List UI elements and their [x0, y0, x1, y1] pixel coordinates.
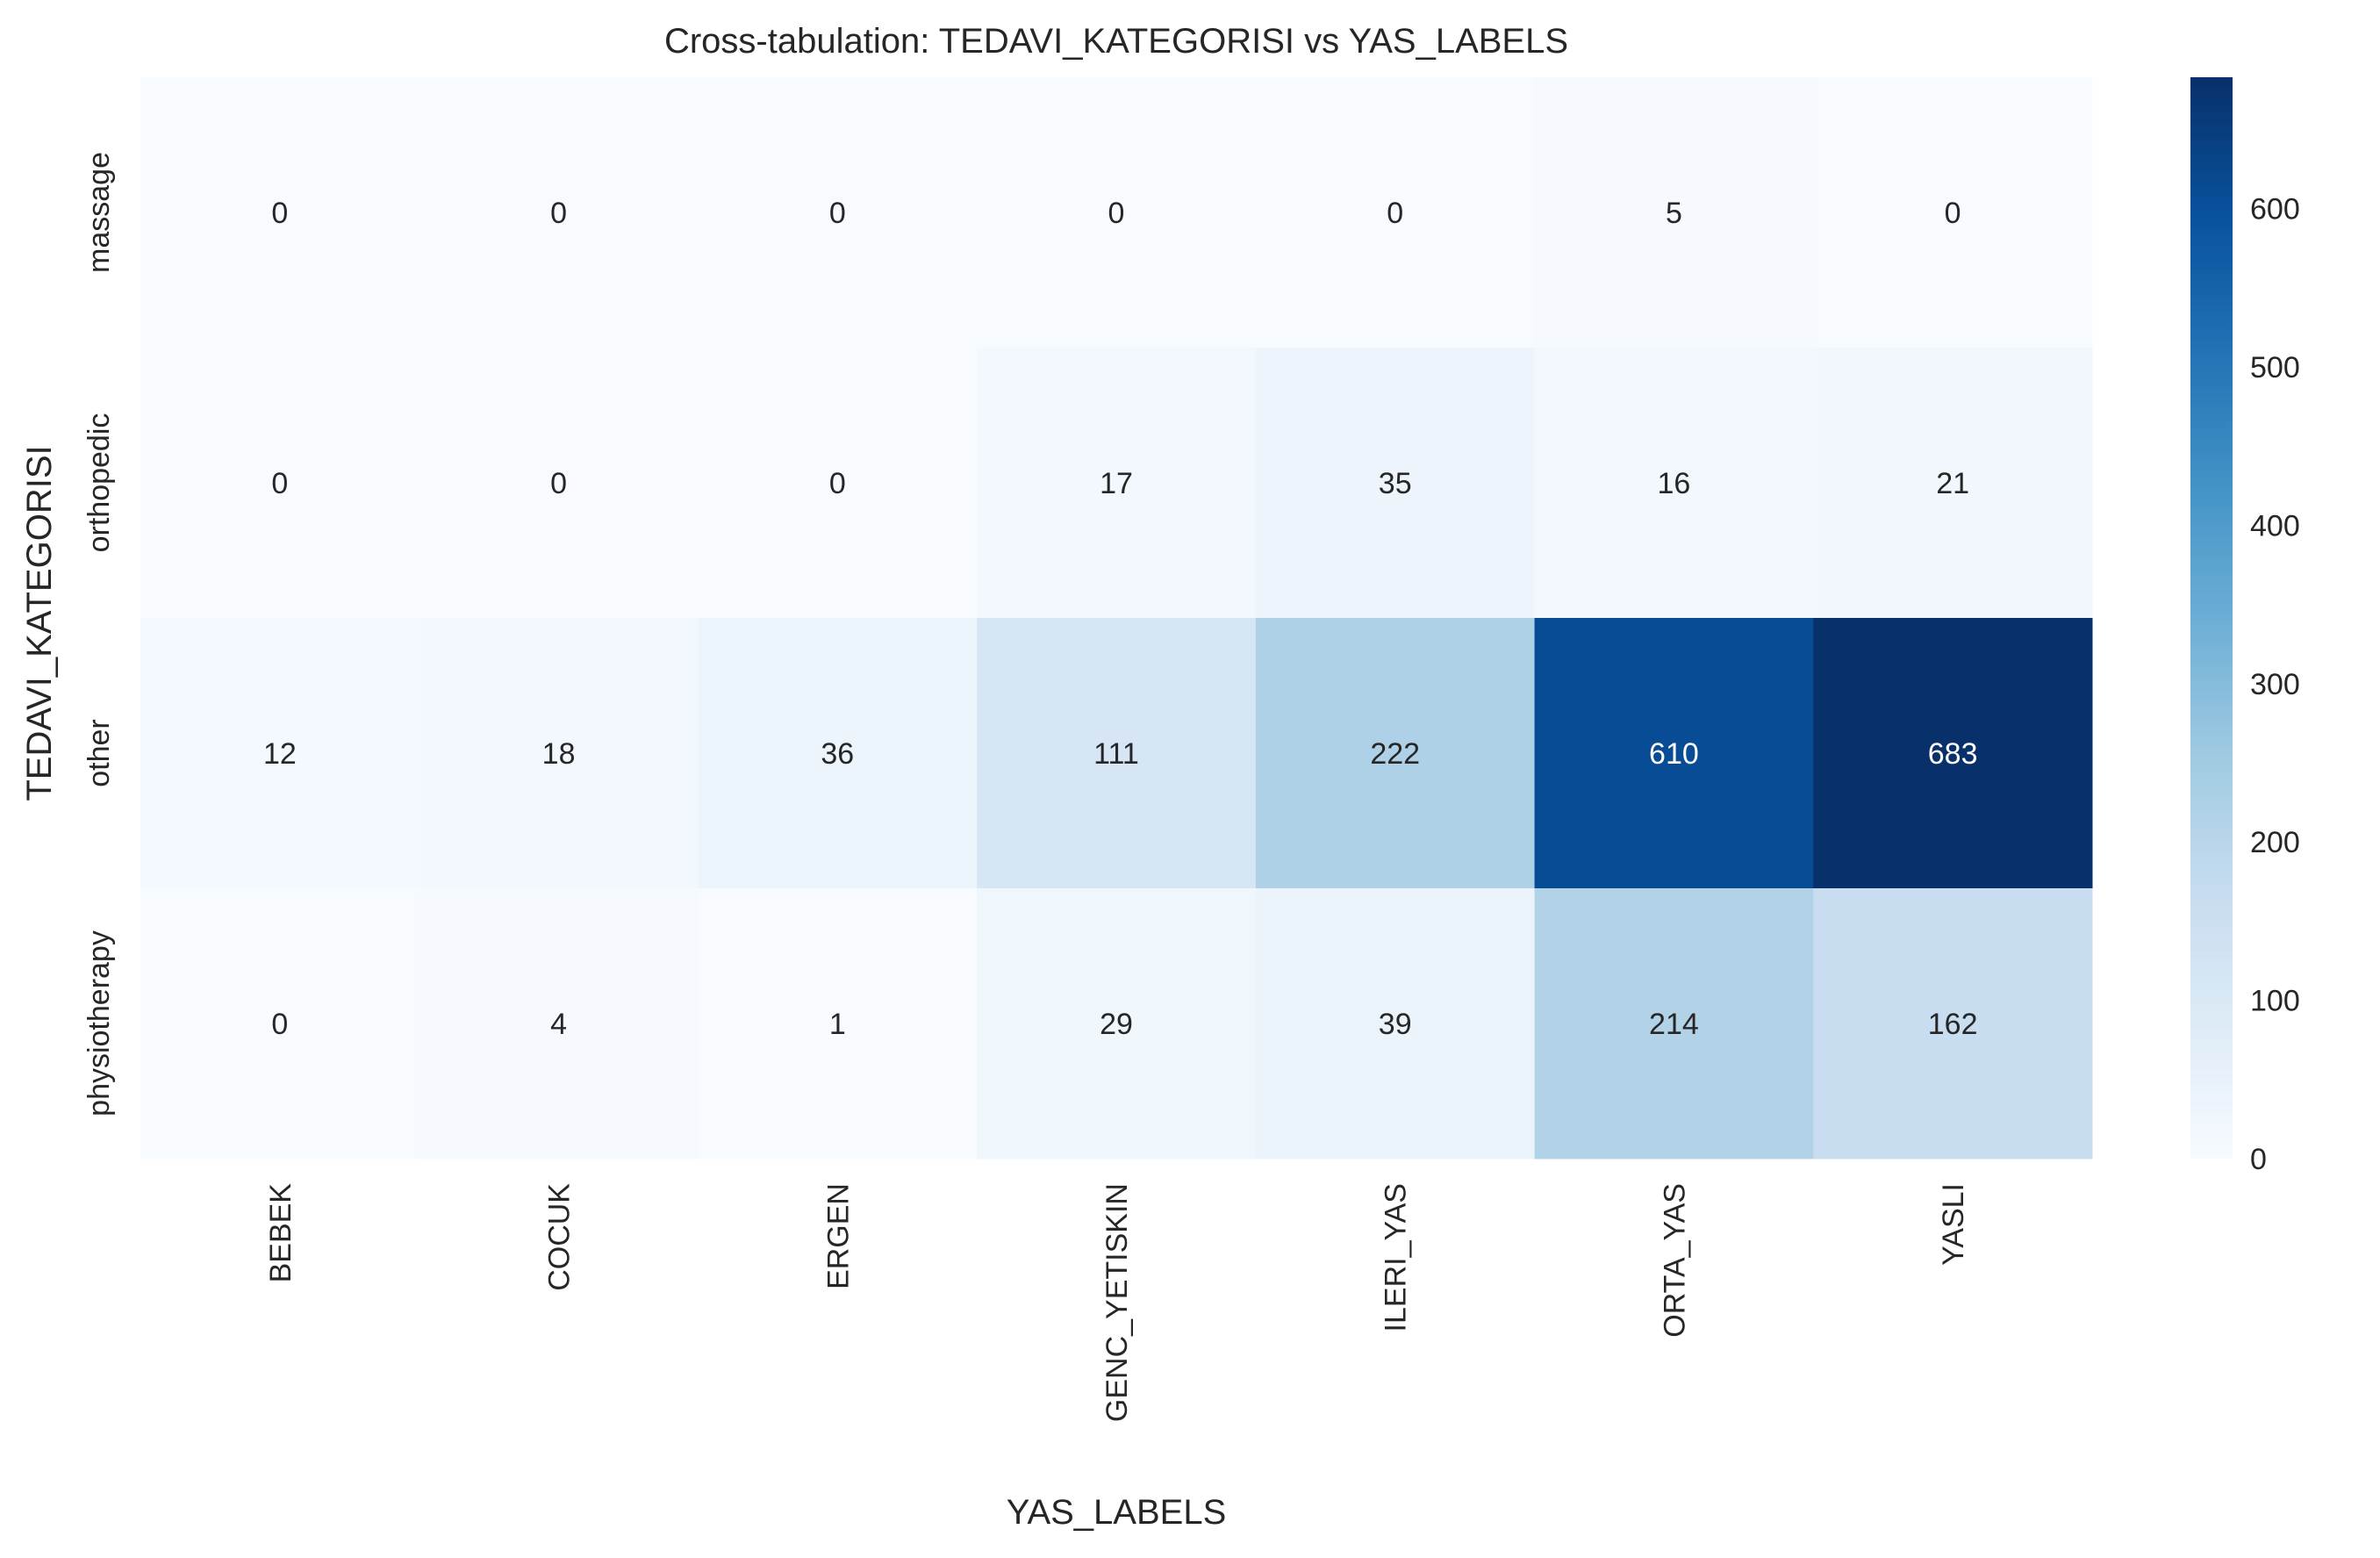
cell-value-label: 222 — [1370, 737, 1420, 771]
x-tick-label: ORTA_YAS — [1658, 1183, 1691, 1338]
x-tick-label: ILERI_YAS — [1380, 1183, 1413, 1332]
colorbar-tick-label: 400 — [2250, 509, 2300, 542]
heatmap-cell-massage-BEBEK — [140, 77, 420, 348]
heatmap-cell-other-GENC_YETISKIN — [977, 618, 1257, 889]
cell-value-label: 0 — [550, 467, 567, 500]
heatmap-cell-physiotherapy-ILERI_YAS — [1255, 888, 1536, 1160]
chart-title: Cross-tabulation: TEDAVI_KATEGORISI vs Y… — [664, 22, 1568, 61]
heatmap-cell-physiotherapy-ERGEN — [698, 888, 978, 1160]
heatmap-cell-physiotherapy-ORTA_YAS — [1534, 888, 1814, 1160]
x-axis-label: YAS_LABELS — [1007, 1493, 1227, 1532]
colorbar-tick-label: 0 — [2250, 1143, 2267, 1176]
cell-value-label: 0 — [1108, 197, 1125, 230]
cell-value-label: 16 — [1658, 467, 1691, 500]
heatmap-cell-other-ORTA_YAS — [1534, 618, 1814, 889]
heatmap-cell-other-COCUK — [419, 618, 699, 889]
cell-value-label: 610 — [1649, 737, 1699, 771]
colorbar-tick-label: 500 — [2250, 351, 2300, 384]
cell-value-label: 0 — [550, 197, 567, 230]
heatmap-cell-massage-YASLI — [1813, 77, 2093, 348]
x-tick-label: YASLI — [1937, 1183, 1970, 1266]
heatmap-cell-orthopedic-COCUK — [419, 348, 699, 619]
y-tick-label: orthopedic — [82, 413, 116, 553]
heatmap-cell-other-ERGEN — [698, 618, 978, 889]
colorbar-tick-label: 600 — [2250, 193, 2300, 226]
cell-value-label: 0 — [829, 197, 846, 230]
cell-value-label: 18 — [542, 737, 576, 771]
colorbar-tick-label: 100 — [2250, 985, 2300, 1018]
colorbar-tick-label: 300 — [2250, 668, 2300, 701]
heatmap-cell-orthopedic-YASLI — [1813, 348, 2093, 619]
x-tick-label: ERGEN — [821, 1183, 855, 1289]
heatmap-cell-physiotherapy-YASLI — [1813, 888, 2093, 1160]
y-tick-label: other — [82, 719, 116, 787]
heatmap-cell-orthopedic-GENC_YETISKIN — [977, 348, 1257, 619]
heatmap-cell-massage-ERGEN — [698, 77, 978, 348]
cell-value-label: 0 — [1387, 197, 1403, 230]
cell-value-label: 1 — [829, 1008, 846, 1041]
cell-value-label: 21 — [1936, 467, 1969, 500]
heatmap-cell-labels: 0 0 0 0 0 5 0 0 0 0 17 35 16 21 12 18 36 111 222 610 683 0 4 1 2… — [263, 197, 1978, 1041]
y-axis-ticks: massage orthopedic other physiotherapy — [82, 152, 116, 1116]
heatmap-cell-orthopedic-ORTA_YAS — [1534, 348, 1814, 619]
heatmap-cell-massage-ILERI_YAS — [1255, 77, 1536, 348]
heatmap-cell-physiotherapy-COCUK — [419, 888, 699, 1160]
y-tick-label: physiotherapy — [82, 930, 116, 1116]
cell-value-label: 5 — [1666, 197, 1682, 230]
x-tick-label: GENC_YETISKIN — [1100, 1183, 1134, 1422]
y-axis-label: TEDAVI_KATEGORISI — [20, 445, 59, 801]
cell-value-label: 35 — [1379, 467, 1412, 500]
cell-value-label: 4 — [550, 1008, 567, 1041]
cell-value-label: 0 — [829, 467, 846, 500]
heatmap-cell-orthopedic-ERGEN — [698, 348, 978, 619]
cell-value-label: 162 — [1928, 1008, 1978, 1041]
heatmap-cell-massage-COCUK — [419, 77, 699, 348]
y-tick-label: massage — [82, 152, 116, 273]
heatmap-cells — [140, 77, 2093, 1160]
cell-value-label: 0 — [271, 197, 288, 230]
colorbar-ticks: 0 100 200 300 400 500 600 — [2250, 193, 2300, 1176]
x-axis-ticks: BEBEK COCUK ERGEN GENC_YETISKIN ILERI_YAS ORT… — [264, 1183, 1970, 1422]
cell-value-label: 111 — [1093, 737, 1139, 771]
heatmap-cell-orthopedic-ILERI_YAS — [1255, 348, 1536, 619]
heatmap-cell-other-ILERI_YAS — [1255, 618, 1536, 889]
heatmap-cell-massage-ORTA_YAS — [1534, 77, 1814, 348]
colorbar — [2190, 77, 2233, 1159]
cell-value-label: 0 — [271, 467, 288, 500]
cell-value-label: 214 — [1649, 1008, 1699, 1041]
heatmap-cell-other-BEBEK — [140, 618, 420, 889]
heatmap-cell-other-YASLI — [1813, 618, 2093, 889]
cell-value-label: 36 — [821, 737, 854, 771]
heatmap-cell-physiotherapy-BEBEK — [140, 888, 420, 1160]
heatmap-cell-massage-GENC_YETISKIN — [977, 77, 1257, 348]
cell-value-label: 39 — [1379, 1008, 1412, 1041]
colorbar-tick-label: 200 — [2250, 826, 2300, 859]
cell-value-label: 29 — [1100, 1008, 1133, 1041]
cell-value-label: 683 — [1928, 737, 1978, 771]
x-tick-label: BEBEK — [264, 1183, 298, 1283]
cell-value-label: 17 — [1100, 467, 1133, 500]
cell-value-label: 0 — [271, 1008, 288, 1041]
cell-value-label: 12 — [263, 737, 297, 771]
cell-value-label: 0 — [1945, 197, 1961, 230]
x-tick-label: COCUK — [543, 1183, 577, 1291]
heatmap-cell-orthopedic-BEBEK — [140, 348, 420, 619]
heatmap-cell-physiotherapy-GENC_YETISKIN — [977, 888, 1257, 1160]
